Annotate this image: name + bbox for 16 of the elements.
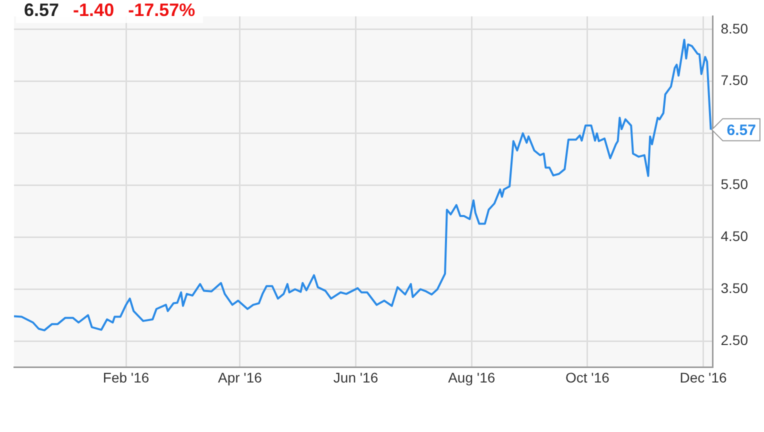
y-tick-label: 5.50 xyxy=(720,176,748,192)
x-tick-label: Aug '16 xyxy=(448,369,496,386)
y-tick-label: 2.50 xyxy=(720,332,748,348)
x-tick-label: Apr '16 xyxy=(218,369,262,386)
chart-title: 6.57 xyxy=(24,0,60,20)
x-tick-label: Oct '16 xyxy=(565,369,610,386)
data-label: 6.57 xyxy=(726,122,756,139)
x-tick-label: Feb '16 xyxy=(102,369,150,386)
annotation: -17.57% xyxy=(128,0,196,20)
x-tick-label: Jun '16 xyxy=(333,369,378,386)
annotation: -1.40 xyxy=(73,0,114,20)
x-tick-label: Dec '16 xyxy=(680,369,727,386)
y-tick-label: 3.50 xyxy=(720,280,748,296)
y-tick-label: 7.50 xyxy=(720,72,748,88)
y-tick-label: 8.50 xyxy=(720,20,748,36)
y-tick-label: 4.50 xyxy=(720,228,748,244)
